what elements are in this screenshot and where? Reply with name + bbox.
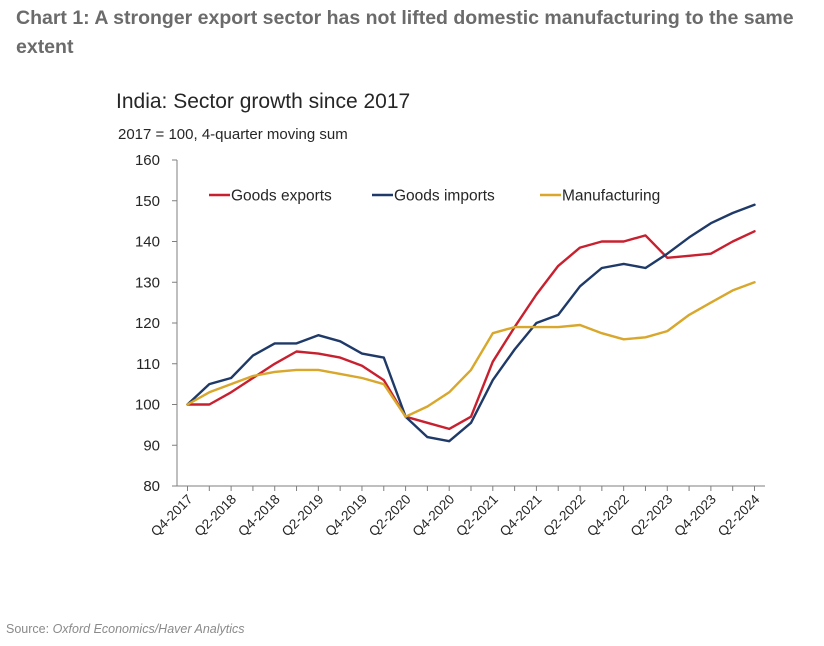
x-tick-label: Q4-2023 xyxy=(671,492,719,540)
chart-title: India: Sector growth since 2017 xyxy=(116,90,410,113)
source-label: Source: xyxy=(6,622,50,636)
legend-label: Manufacturing xyxy=(562,188,660,205)
x-tick-label: Q2-2023 xyxy=(628,492,676,540)
legend-label: Goods imports xyxy=(394,188,495,205)
page-title: Chart 1: A stronger export sector has no… xyxy=(16,7,794,58)
series-lines xyxy=(186,203,756,443)
series-line-manufacturing xyxy=(186,281,756,418)
x-tick-label: Q4-2020 xyxy=(410,492,458,540)
series-line-goods-exports xyxy=(186,230,756,431)
y-tick-label: 150 xyxy=(135,193,160,210)
y-tick-label: 120 xyxy=(135,315,160,332)
x-tick-label: Q4-2022 xyxy=(584,492,632,540)
y-tick-label: 90 xyxy=(143,437,160,454)
x-tick-label: Q4-2019 xyxy=(322,492,370,540)
legend: Goods exports Goods imports Manufacturing xyxy=(209,188,660,205)
x-tick-label: Q4-2017 xyxy=(148,492,196,540)
y-tick-label: 140 xyxy=(135,234,160,251)
chart-subtitle: 2017 = 100, 4-quarter moving sum xyxy=(118,126,348,143)
x-tick-label: Q2-2024 xyxy=(715,491,763,539)
x-tick-label: Q2-2020 xyxy=(366,492,414,540)
y-tick-label: 110 xyxy=(136,356,160,373)
x-tick-label: Q2-2018 xyxy=(191,492,239,540)
series-line-goods-imports xyxy=(186,203,756,443)
x-tick-label: Q4-2021 xyxy=(497,492,545,540)
x-tick-label: Q2-2019 xyxy=(279,492,327,540)
legend-label: Goods exports xyxy=(231,188,332,205)
source-note: Source: Oxford Economics/Haver Analytics xyxy=(6,622,245,636)
y-tick-label: 80 xyxy=(143,478,160,495)
x-tick-label: Q4-2018 xyxy=(235,492,283,540)
y-tick-label: 100 xyxy=(135,397,160,414)
y-tick-label: 130 xyxy=(135,274,160,291)
x-tick-label: Q2-2021 xyxy=(453,492,501,540)
y-tick-label: 160 xyxy=(135,152,160,169)
source-name: Oxford Economics/Haver Analytics xyxy=(52,622,245,636)
axes: 8090100110120130140150160Q4-2017Q2-2018Q… xyxy=(135,152,765,539)
x-tick-label: Q2-2022 xyxy=(540,492,588,540)
